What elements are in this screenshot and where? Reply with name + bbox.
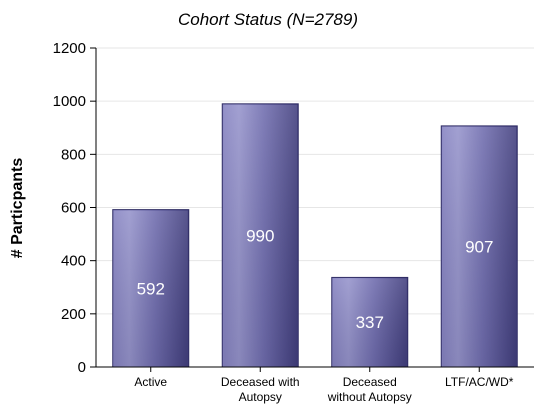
x-tick-label: Deceased with	[221, 375, 300, 389]
x-tick-label: Autopsy	[239, 390, 282, 404]
y-axis-label: # Particpants	[9, 158, 26, 259]
bar-value-label: 337	[356, 313, 384, 332]
bar-shading	[442, 126, 517, 367]
y-tick-label: 400	[61, 253, 86, 270]
x-tick-label: without Autopsy	[327, 390, 412, 404]
bar-value-label: 990	[246, 226, 274, 245]
x-tick-label: Deceased	[343, 375, 397, 389]
x-tick-label: Active	[134, 375, 167, 389]
bar-shading	[113, 210, 188, 366]
y-tick-label: 1200	[53, 40, 86, 57]
axes	[90, 47, 534, 372]
y-tick-labels: 0 200 400 600 800 1000 1200	[53, 40, 86, 376]
y-tick-label: 0	[78, 359, 86, 376]
y-tick-label: 600	[61, 200, 86, 217]
x-tick-label: LTF/AC/WD*	[445, 375, 514, 389]
bar-shading	[332, 278, 407, 366]
y-tick-label: 800	[61, 146, 86, 163]
chart-title: Cohort Status (N=2789)	[178, 10, 358, 29]
bar-value-label: 907	[465, 237, 493, 256]
y-tick-label: 200	[61, 306, 86, 323]
bars: 592 990 337 907	[112, 103, 518, 368]
y-tick-label: 1000	[53, 93, 86, 110]
bar-shading	[223, 104, 298, 366]
bar-value-label: 592	[137, 279, 165, 298]
